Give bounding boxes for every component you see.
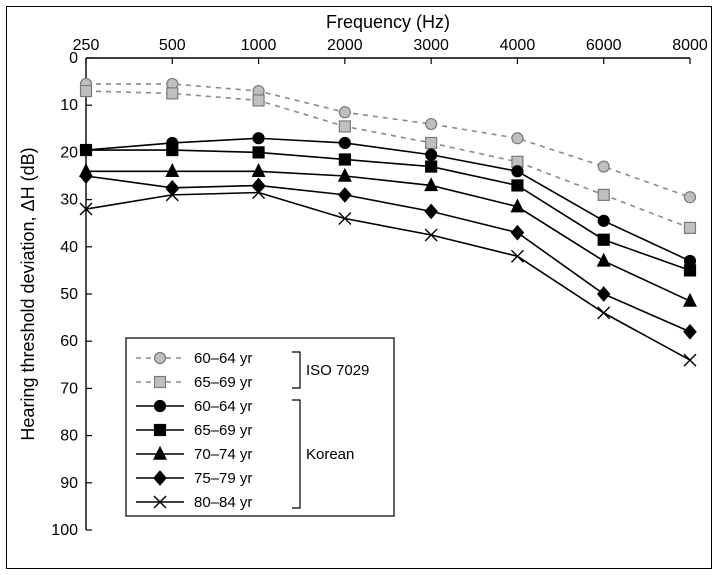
y-tick-label: 50 [60, 286, 78, 303]
y-tick-label: 30 [60, 192, 78, 209]
legend-item-label: 60–64 yr [194, 350, 252, 367]
y-tick-label: 90 [60, 475, 78, 492]
chart-svg: 250500100020003000400060008000Frequency … [7, 7, 713, 570]
legend-item-label: 75–79 yr [194, 470, 252, 487]
x-tick-label: 4000 [500, 37, 536, 54]
x-tick-label: 6000 [586, 37, 622, 54]
y-tick-label: 60 [60, 333, 78, 350]
outer-frame: 250500100020003000400060008000Frequency … [6, 6, 712, 569]
x-tick-label: 8000 [672, 37, 708, 54]
x-tick-label: 500 [159, 37, 186, 54]
legend-item-label: 65–69 yr [194, 374, 252, 391]
x-tick-label: 1000 [241, 37, 277, 54]
y-tick-label: 70 [60, 380, 78, 397]
legend: 60–64 yr 65–69 yr ISO 7029 60–64 yr 65–69 yr… [126, 338, 394, 516]
legend-item-label: 65–69 yr [194, 422, 252, 439]
legend-item-label: 80–84 yr [194, 494, 252, 511]
series-iso-65-69 [81, 86, 696, 234]
x-axis-title: Frequency (Hz) [326, 12, 450, 32]
y-tick-label: 0 [69, 50, 78, 67]
y-tick-label: 40 [60, 239, 78, 256]
y-tick-label: 20 [60, 144, 78, 161]
x-tick-label: 3000 [413, 37, 449, 54]
legend-item-label: 70–74 yr [194, 446, 252, 463]
y-axis-title: Hearing threshold deviation, ΔH (dB) [18, 147, 38, 440]
y-tick-label: 100 [51, 522, 78, 539]
legend-item-label: 60–64 yr [194, 398, 252, 415]
x-tick-label: 2000 [327, 37, 363, 54]
y-tick-label: 10 [60, 97, 78, 114]
legend-group-label: Korean [306, 446, 354, 463]
y-tick-label: 80 [60, 428, 78, 445]
legend-group-label: ISO 7029 [306, 362, 369, 379]
